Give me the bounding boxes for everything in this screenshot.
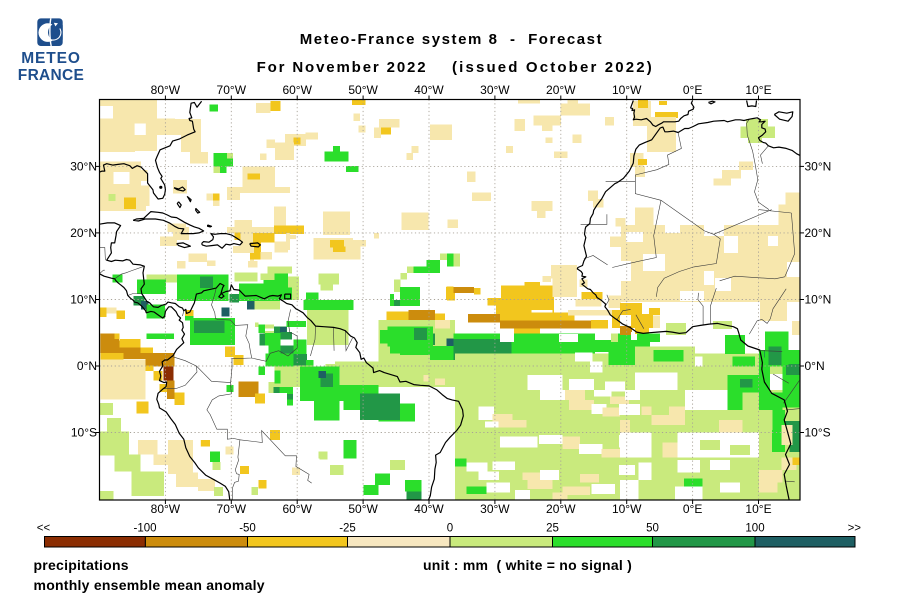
svg-text:10°W: 10°W — [612, 502, 642, 516]
svg-text:>>: >> — [848, 523, 862, 535]
svg-text:30°W: 30°W — [480, 83, 510, 97]
svg-text:0°N: 0°N — [77, 359, 97, 373]
svg-text:40°W: 40°W — [414, 502, 444, 516]
svg-text:50°W: 50°W — [348, 83, 378, 97]
svg-text:-50: -50 — [239, 523, 256, 535]
svg-text:0: 0 — [447, 523, 453, 535]
svg-text:0°E: 0°E — [683, 83, 702, 97]
svg-text:50: 50 — [646, 523, 659, 535]
svg-text:FRANCE: FRANCE — [18, 67, 84, 84]
svg-text:30°N: 30°N — [805, 159, 832, 173]
svg-text:0°E: 0°E — [683, 502, 702, 516]
svg-text:10°W: 10°W — [612, 83, 642, 97]
svg-text:METEO: METEO — [21, 50, 81, 67]
svg-text:-100: -100 — [133, 523, 156, 535]
svg-text:70°W: 70°W — [217, 83, 247, 97]
svg-text:10°E: 10°E — [745, 502, 771, 516]
svg-text:Meteo-France system 8 - Fore: Meteo-France system 8 - Forecast — [300, 31, 603, 48]
svg-text:20°N: 20°N — [70, 226, 97, 240]
svg-text:100: 100 — [745, 523, 764, 535]
svg-text:10°N: 10°N — [70, 293, 97, 307]
svg-text:60°W: 60°W — [282, 83, 312, 97]
svg-text:10°E: 10°E — [745, 83, 771, 97]
svg-text:(issued October 2022): (issued October 2022) — [452, 59, 654, 76]
svg-text:30°W: 30°W — [480, 502, 510, 516]
svg-text:50°W: 50°W — [348, 502, 378, 516]
svg-text:monthly ensemble mean anomaly: monthly ensemble mean anomaly — [34, 577, 265, 593]
svg-text:10°N: 10°N — [805, 293, 832, 307]
svg-text:60°W: 60°W — [282, 502, 312, 516]
svg-text:<<: << — [37, 523, 51, 535]
svg-text:10°S: 10°S — [71, 426, 97, 440]
svg-text:precipitations: precipitations — [34, 557, 129, 573]
svg-text:0°N: 0°N — [805, 359, 825, 373]
svg-text:20°W: 20°W — [546, 83, 576, 97]
svg-text:30°N: 30°N — [70, 159, 97, 173]
svg-text:20°W: 20°W — [546, 502, 576, 516]
svg-text:20°N: 20°N — [805, 226, 832, 240]
svg-text:10°S: 10°S — [805, 426, 831, 440]
svg-text:unit : mm ( white = no signal: unit : mm ( white = no signal ) — [423, 557, 632, 573]
svg-text:80°W: 80°W — [151, 502, 181, 516]
svg-text:25: 25 — [546, 523, 559, 535]
svg-text:70°W: 70°W — [217, 502, 247, 516]
svg-text:80°W: 80°W — [151, 83, 181, 97]
svg-text:40°W: 40°W — [414, 83, 444, 97]
svg-text:-25: -25 — [339, 523, 356, 535]
svg-text:For November 2022: For November 2022 — [257, 59, 428, 76]
